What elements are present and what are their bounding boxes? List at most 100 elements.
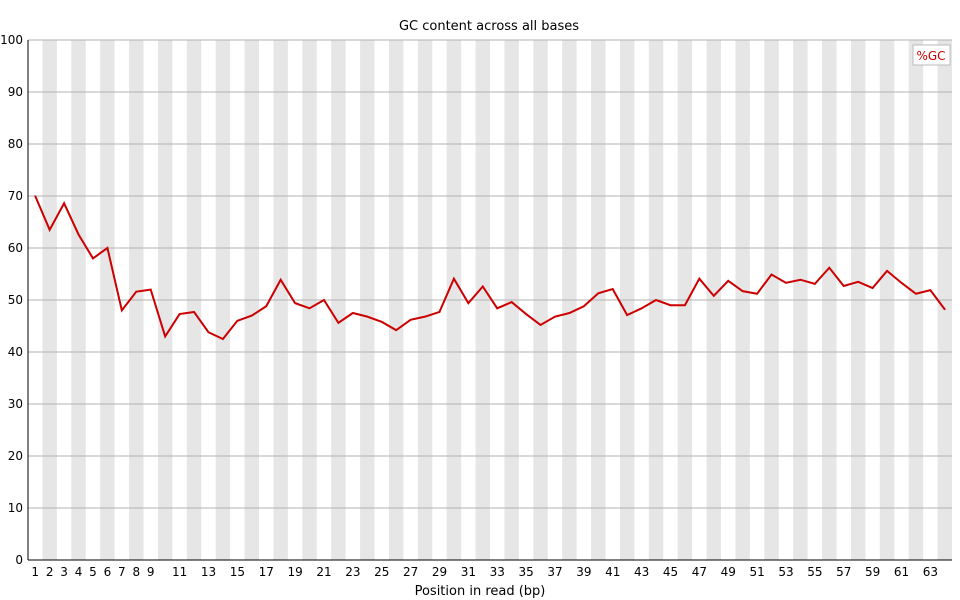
data-point xyxy=(92,257,94,260)
data-point xyxy=(799,278,802,281)
x-tick-label: 63 xyxy=(923,565,938,579)
data-point xyxy=(915,292,917,295)
x-tick-label: 4 xyxy=(75,565,83,579)
y-axis-ticks: 0 10 20 30 40 50 60 70 80 90 100 xyxy=(0,33,23,567)
x-tick-label: 7 xyxy=(118,565,126,579)
data-point xyxy=(481,285,484,288)
data-point xyxy=(135,290,138,293)
data-point xyxy=(828,266,831,269)
data-point xyxy=(655,299,657,301)
x-tick-label: 15 xyxy=(230,565,245,579)
x-tick-label: 43 xyxy=(634,565,649,579)
data-point xyxy=(756,292,758,295)
x-tick-label: 35 xyxy=(518,565,533,579)
data-point xyxy=(395,329,397,331)
x-tick-label: 27 xyxy=(403,565,418,579)
x-tick-label: 29 xyxy=(432,565,447,579)
data-point xyxy=(510,301,513,303)
y-tick-label: 0 xyxy=(15,553,23,567)
x-tick-label: 57 xyxy=(836,565,851,579)
data-point xyxy=(337,322,340,324)
data-point xyxy=(669,304,672,307)
legend-series-label: %GC xyxy=(916,49,945,63)
data-point xyxy=(539,324,542,326)
data-point xyxy=(900,282,903,284)
x-tick-label: 53 xyxy=(778,565,793,579)
data-point xyxy=(193,311,195,313)
data-point xyxy=(265,305,268,308)
x-axis-label: Position in read (bp) xyxy=(415,584,546,599)
y-tick-label: 30 xyxy=(8,397,23,411)
data-point xyxy=(741,290,744,292)
series-layer xyxy=(34,195,946,341)
y-tick-label: 10 xyxy=(8,501,23,515)
data-point xyxy=(842,285,845,287)
data-point xyxy=(727,279,730,282)
y-tick-label: 80 xyxy=(8,137,23,151)
x-tick-label: 17 xyxy=(259,565,274,579)
data-point xyxy=(63,202,65,205)
data-point xyxy=(34,195,37,197)
x-tick-label: 49 xyxy=(721,565,736,579)
x-tick-label: 37 xyxy=(547,565,562,579)
legend-box xyxy=(912,44,951,66)
data-point xyxy=(121,309,123,312)
x-tick-label: 23 xyxy=(345,565,360,579)
data-point xyxy=(684,304,686,307)
y-tick-label: 20 xyxy=(8,449,23,463)
data-point xyxy=(77,233,80,236)
x-tick-label: 5 xyxy=(89,565,97,579)
data-point xyxy=(48,229,51,231)
data-point xyxy=(770,273,773,276)
y-tick-label: 100 xyxy=(0,33,23,47)
x-tick-label: 9 xyxy=(147,565,155,579)
y-tick-label: 40 xyxy=(8,345,23,359)
x-tick-label: 6 xyxy=(104,565,112,579)
data-point xyxy=(583,305,585,308)
data-point xyxy=(409,318,412,321)
data-point xyxy=(250,314,253,317)
x-tick-label: 45 xyxy=(663,565,678,579)
data-point xyxy=(929,289,932,291)
x-tick-label: 1 xyxy=(31,565,39,579)
x-tick-label: 8 xyxy=(132,565,140,579)
data-point xyxy=(222,338,224,340)
data-point xyxy=(568,312,571,314)
data-point xyxy=(857,281,859,283)
y-tick-label: 70 xyxy=(8,189,23,203)
data-point xyxy=(467,302,470,304)
data-point xyxy=(626,314,628,316)
data-point xyxy=(207,331,210,334)
x-tick-label: 13 xyxy=(201,565,216,579)
data-point xyxy=(438,311,441,313)
data-point xyxy=(149,288,152,291)
data-point xyxy=(886,270,888,272)
data-point xyxy=(178,313,181,315)
x-tick-label: 2 xyxy=(46,565,54,579)
data-point xyxy=(106,247,109,249)
data-point xyxy=(525,313,527,315)
data-point xyxy=(698,277,701,280)
data-point xyxy=(453,277,455,280)
data-point xyxy=(640,307,643,310)
x-tick-label: 31 xyxy=(461,565,476,579)
data-point xyxy=(554,315,556,318)
x-tick-label: 47 xyxy=(692,565,707,579)
x-tick-label: 51 xyxy=(749,565,764,579)
y-tick-label: 50 xyxy=(8,293,23,307)
x-axis-ticks: 1 2 3 4 5 6 7 8 9 11 13 15 17 19 21 23 25 27 29 31 33 35 37 39 4… xyxy=(31,565,938,579)
x-tick-label: 41 xyxy=(605,565,620,579)
data-point xyxy=(785,282,787,284)
chart-title: GC content across all bases xyxy=(399,19,579,34)
x-tick-label: 11 xyxy=(172,565,187,579)
x-tick-label: 3 xyxy=(60,565,68,579)
data-point xyxy=(352,312,354,314)
x-tick-label: 19 xyxy=(287,565,302,579)
x-tick-label: 39 xyxy=(576,565,591,579)
legend: %GC xyxy=(912,44,951,66)
x-tick-label: 59 xyxy=(865,565,880,579)
data-point xyxy=(424,315,426,318)
data-point xyxy=(380,321,383,323)
